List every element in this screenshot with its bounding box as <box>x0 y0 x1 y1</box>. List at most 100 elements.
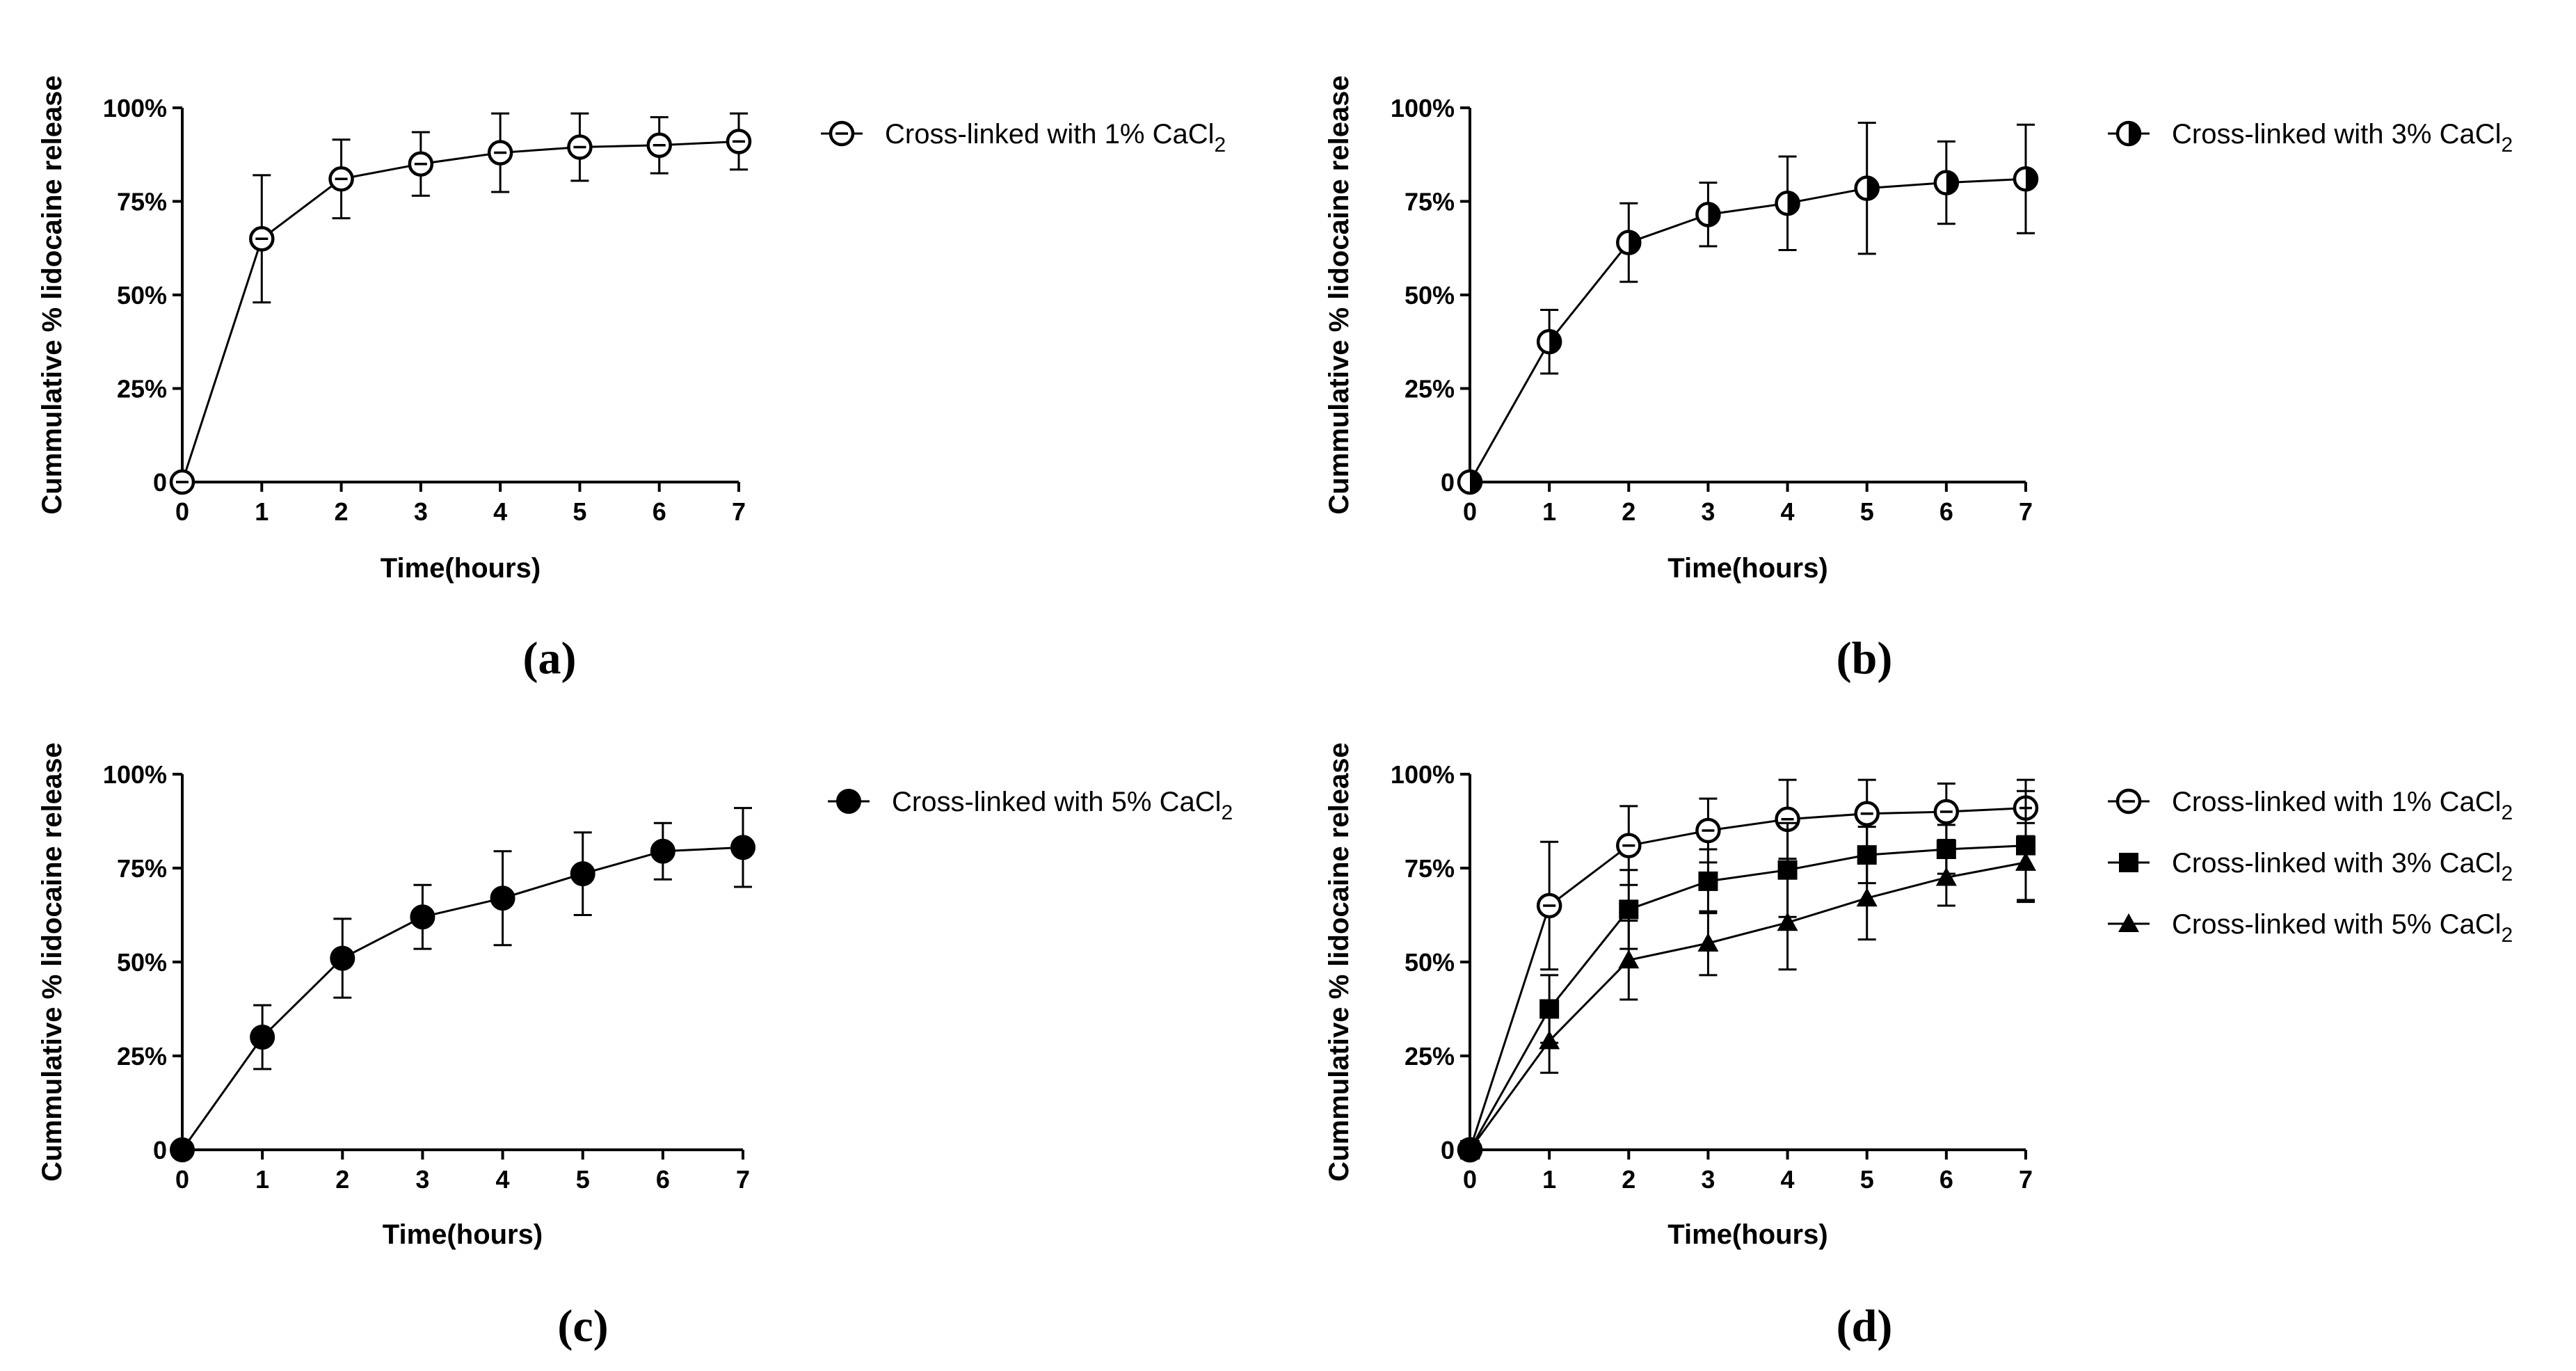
series-line <box>181 846 744 1150</box>
legend-label-subscript: 2 <box>2501 134 2513 157</box>
panel-label: (d) <box>1837 1301 1893 1352</box>
legend-marker <box>836 789 861 814</box>
x-tick-label: 1 <box>255 1165 269 1194</box>
series-1 <box>1457 778 2039 1163</box>
legend-label: Cross-linked with 3% CaCl2 <box>2172 848 2513 885</box>
data-point <box>249 226 275 252</box>
y-tick-label: 100% <box>1391 760 1455 789</box>
x-tick-label: 2 <box>335 1165 349 1194</box>
data-point <box>1856 888 1878 907</box>
series-line <box>1469 807 2026 1150</box>
legend-label-text: Cross-linked with 5% CaCl <box>2172 909 2501 940</box>
y-tick-label: 75% <box>117 854 167 883</box>
x-tick-label: 0 <box>175 1165 189 1194</box>
data-point <box>250 1025 275 1050</box>
x-tick-label: 3 <box>1701 1165 1715 1194</box>
y-tick-label: 25% <box>117 375 167 403</box>
x-tick-label: 0 <box>175 497 189 526</box>
x-tick-label: 7 <box>2019 497 2033 526</box>
x-tick-label: 6 <box>1939 497 1953 526</box>
data-point <box>1775 190 1800 216</box>
legend-label-subscript: 2 <box>2501 924 2513 947</box>
y-tick-label: 0 <box>153 468 167 497</box>
data-point <box>1616 833 1642 858</box>
data-point <box>1695 202 1721 227</box>
series-2 <box>1460 789 2035 1160</box>
x-tick-label: 2 <box>335 497 349 526</box>
data-point <box>1935 867 1957 886</box>
legend-label: Cross-linked with 3% CaCl2 <box>2172 119 2513 157</box>
y-tick-label: 0 <box>1441 468 1455 497</box>
data-point <box>1536 329 1562 355</box>
legend-marker <box>2118 913 2139 932</box>
y-tick-label: 50% <box>117 281 167 310</box>
legend-marker <box>829 120 855 147</box>
legend-label-subscript: 2 <box>2501 863 2513 885</box>
x-tick-label: 1 <box>1542 497 1556 526</box>
y-tick-label: 25% <box>117 1042 167 1071</box>
chart-panel-a: 0 25% 50% 75% 100% 0 1 2 3 4 5 6 7 Time(hours) Cummula… <box>37 75 1226 684</box>
legend-label-text: Cross-linked with 3% CaCl <box>2172 848 2501 879</box>
series-line <box>1469 861 2026 1150</box>
panel-label: (b) <box>1837 633 1893 684</box>
series-line <box>181 140 739 483</box>
y-axis-title: Cummulative % lidocaine release <box>37 75 67 514</box>
data-point <box>1698 871 1718 891</box>
legend-entry: Cross-linked with 5% CaCl2 <box>2108 909 2513 947</box>
data-point <box>1854 801 1880 826</box>
x-tick-label: 3 <box>1701 497 1715 526</box>
y-tick-label: 50% <box>1405 948 1455 977</box>
data-point <box>567 134 593 160</box>
x-tick-label: 5 <box>573 497 586 526</box>
legend-label: Cross-linked with 1% CaCl2 <box>885 119 1226 157</box>
x-tick-label: 6 <box>656 1165 670 1194</box>
series-line <box>1469 844 2026 1150</box>
y-tick-label: 50% <box>1405 281 1455 310</box>
data-point <box>408 151 434 177</box>
x-tick-label: 6 <box>653 497 666 526</box>
series-line <box>1469 177 2026 483</box>
y-tick-label: 100% <box>1391 94 1455 122</box>
x-axis-title: Time(hours) <box>1667 1219 1827 1250</box>
data-point <box>1854 175 1880 201</box>
y-tick-label: 25% <box>1405 1042 1455 1071</box>
y-tick-label: 100% <box>103 760 167 789</box>
data-point <box>646 132 672 159</box>
x-tick-label: 4 <box>493 497 507 526</box>
legend-entry: Cross-linked with 1% CaCl2 <box>821 119 1226 157</box>
x-axis-title: Time(hours) <box>381 553 541 584</box>
legend-marker <box>2115 120 2142 147</box>
legend-label: Cross-linked with 5% CaCl2 <box>2172 909 2513 947</box>
data-point <box>328 166 354 192</box>
x-tick-label: 3 <box>415 1165 429 1194</box>
data-point <box>1619 899 1639 920</box>
x-tick-label: 2 <box>1622 1165 1635 1194</box>
data-point <box>330 945 355 971</box>
data-point <box>1536 892 1562 919</box>
y-axis-title: Cummulative % lidocaine release <box>1324 742 1354 1181</box>
y-tick-label: 50% <box>117 948 167 977</box>
chart-panel-c: 0 25% 50% 75% 100% 0 1 2 3 4 5 6 7 Time(hours) Cummula… <box>37 742 1233 1352</box>
data-point <box>650 838 675 864</box>
data-point <box>1697 933 1719 952</box>
series-3 <box>1459 821 2036 1158</box>
legend-label: Cross-linked with 1% CaCl2 <box>2172 787 2513 824</box>
panel-label: (c) <box>557 1301 608 1352</box>
data-point <box>1459 1139 1480 1158</box>
data-point <box>1616 230 1642 255</box>
x-tick-label: 6 <box>1939 1165 1953 1194</box>
x-tick-label: 7 <box>732 497 746 526</box>
x-tick-label: 5 <box>576 1165 590 1194</box>
series-1 <box>169 112 752 495</box>
x-tick-label: 0 <box>1463 497 1477 526</box>
x-tick-label: 5 <box>1860 1165 1874 1194</box>
data-point <box>1933 170 1960 195</box>
y-tick-label: 75% <box>1405 188 1455 216</box>
data-point <box>1933 799 1960 825</box>
chart-panel-b: 0 25% 50% 75% 100% 0 1 2 3 4 5 6 7 Time(hours) Cummula… <box>1324 75 2513 684</box>
x-tick-label: 7 <box>2019 1165 2033 1194</box>
data-point <box>169 469 195 495</box>
data-point <box>730 835 755 860</box>
legend-label-subscript: 2 <box>1214 134 1226 157</box>
